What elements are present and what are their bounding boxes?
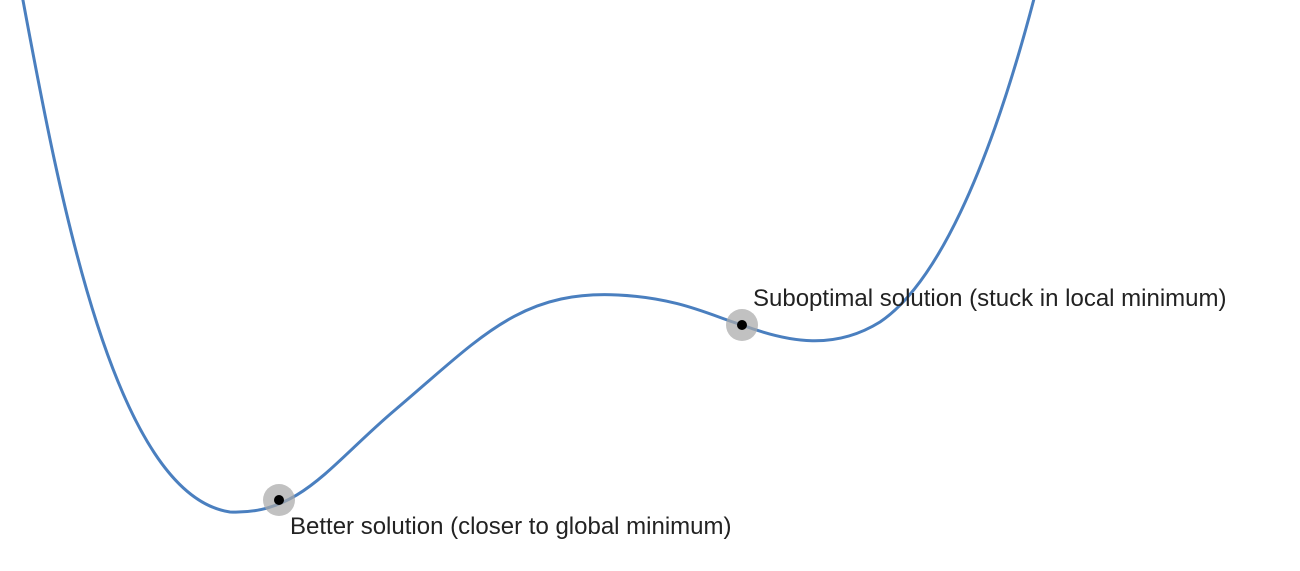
- global-minimum-marker: [263, 484, 295, 516]
- local-minimum-dot: [737, 320, 747, 330]
- local-minimum-label: Suboptimal solution (stuck in local mini…: [753, 285, 1227, 312]
- global-minimum-dot: [274, 495, 284, 505]
- loss-curve: [21, 0, 1036, 514]
- global-minimum-label: Better solution (closer to global minimu…: [290, 513, 732, 540]
- local-minimum-marker: [726, 309, 758, 341]
